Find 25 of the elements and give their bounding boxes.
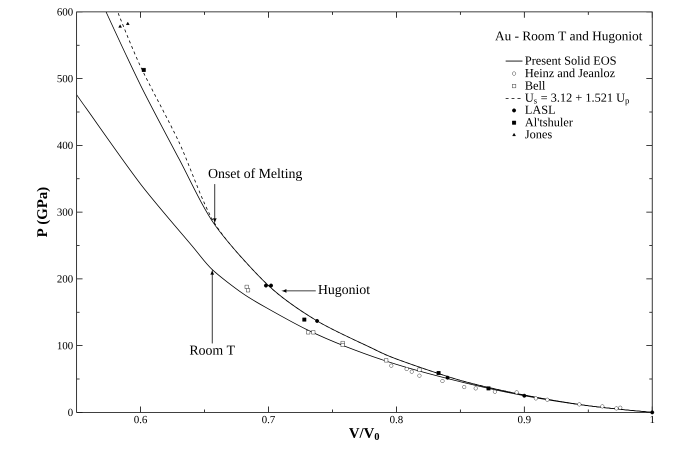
legend-label: Heinz and Jeanloz: [525, 68, 615, 78]
x-tick-label: 0.6: [134, 416, 148, 424]
y-tick-label: 300: [57, 208, 73, 216]
y-tick-label: 200: [57, 275, 73, 283]
y-tick-label: 100: [58, 342, 73, 350]
annotation: Onset of Melting: [208, 168, 302, 182]
annotation: Room T: [190, 346, 235, 355]
annotation: Hugoniot: [318, 284, 370, 298]
x-tick-label: 0.9: [518, 416, 531, 424]
x-tick-label: 0.8: [390, 416, 403, 424]
y-axis-title: P (GPa): [36, 188, 50, 238]
legend-title: Au - Room T and Hugoniot: [495, 31, 642, 44]
legend-label: LASL: [525, 106, 555, 114]
y-tick-label: 500: [58, 75, 73, 82]
legend-label: Al'tshuler: [524, 118, 573, 126]
y-tick-label: 600: [57, 8, 73, 16]
x-axis-title: V/V$_{0}$: [349, 428, 380, 440]
legend-label: Bell: [525, 81, 546, 90]
y-tick-label: 400: [57, 142, 73, 150]
x-tick-label: 0.7: [262, 416, 275, 424]
x-tick-label: 1: [650, 416, 654, 424]
legend-label: U$_{s}$ = 3.12 + 1.521 U$_{p}$: [525, 94, 630, 106]
y-tick-label: 0: [68, 408, 73, 416]
legend-label: Jones: [525, 130, 552, 138]
legend-label: Present Solid EOS: [525, 56, 616, 65]
